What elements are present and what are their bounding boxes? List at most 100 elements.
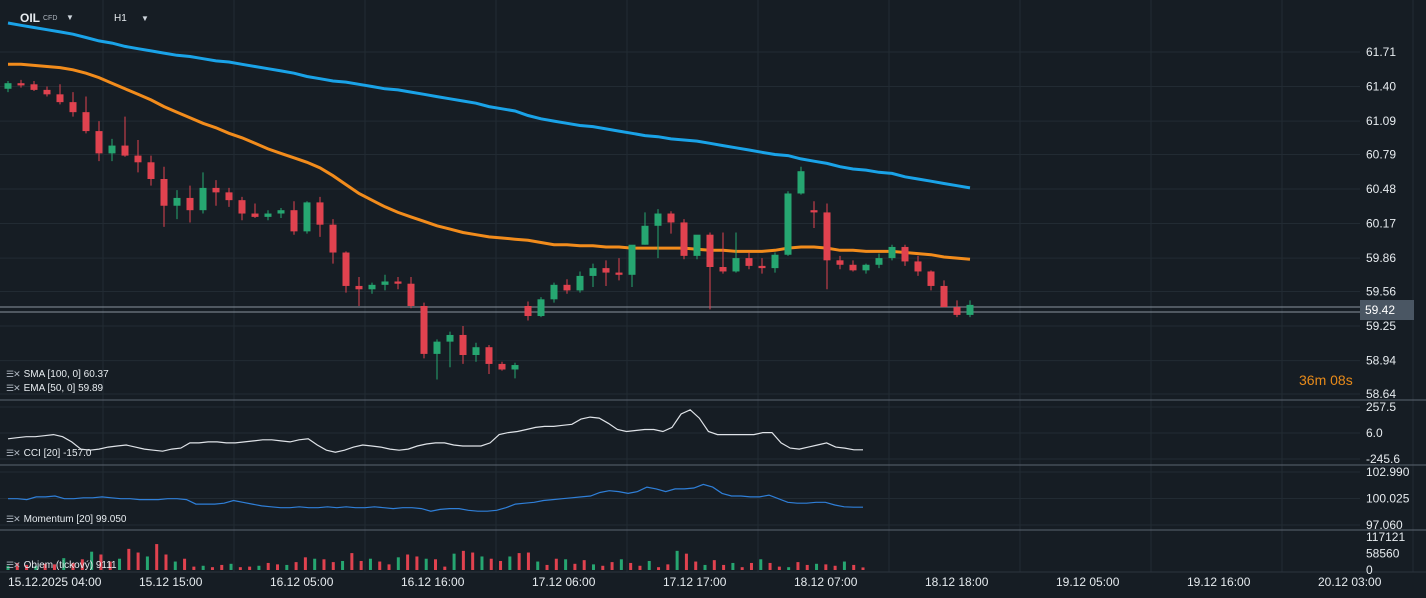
cci-legend[interactable]: ☰✕ CCI [20] -157.0 — [6, 448, 91, 459]
time-axis-label: 19.12 05:00 — [1056, 575, 1120, 589]
candle-body — [888, 246, 896, 259]
volume-bar — [824, 564, 828, 570]
volume-bar — [164, 554, 168, 570]
indicator-settings-icon[interactable]: ☰✕ — [6, 514, 21, 524]
sma-legend[interactable]: ☰✕ SMA [100, 0] 60.37 — [6, 369, 109, 380]
candle-body — [173, 197, 181, 206]
volume-bar — [387, 564, 391, 570]
volume-bar — [638, 565, 642, 570]
volume-bar — [759, 559, 763, 570]
volume-bar — [564, 559, 568, 570]
candle-body — [771, 254, 779, 269]
price-axis-label: 61.09 — [1366, 114, 1396, 128]
volume-bar — [257, 565, 261, 570]
momentum-axis-label: 97.060 — [1366, 518, 1403, 532]
volume-bar — [740, 567, 744, 570]
volume-bar — [220, 564, 224, 570]
volume-bar — [415, 556, 419, 570]
indicator-settings-icon[interactable]: ☰✕ — [6, 448, 21, 458]
volume-axis-label: 117121 — [1366, 530, 1405, 544]
symbol-label[interactable]: OIL — [20, 11, 40, 25]
volume-bar — [350, 553, 354, 570]
volume-bar — [341, 560, 345, 570]
candle-body — [758, 265, 766, 269]
timeframe-dropdown-icon[interactable]: ▼ — [141, 14, 149, 23]
volume-bar — [694, 561, 698, 570]
indicator-settings-icon[interactable]: ☰✕ — [6, 560, 21, 570]
symbol-dropdown-icon[interactable]: ▼ — [66, 13, 74, 22]
candle-body — [420, 305, 428, 354]
cci-legend-text: CCI [20] -157.0 — [23, 448, 92, 459]
ema-legend[interactable]: ☰✕ EMA [50, 0] 59.89 — [6, 383, 103, 394]
volume-bar — [368, 558, 372, 570]
volume-bar — [294, 562, 298, 570]
candle-body — [43, 89, 51, 95]
candle-body — [108, 145, 116, 154]
volume-bar — [434, 559, 437, 570]
volume-bar — [777, 566, 781, 570]
volume-bar — [313, 558, 317, 570]
candle-body — [186, 197, 194, 211]
time-axis-label: 18.12 07:00 — [794, 575, 858, 589]
candle-body — [576, 275, 584, 291]
volume-bar — [210, 567, 214, 570]
candle-body — [966, 304, 974, 315]
volume-bar — [703, 564, 707, 570]
cci-axis-label: 6.0 — [1366, 426, 1383, 440]
candle-body — [836, 260, 844, 265]
price-axis-label: 59.25 — [1366, 319, 1396, 333]
volume-bar — [545, 564, 549, 570]
candle-body — [316, 202, 324, 225]
volume-bar — [722, 564, 726, 570]
time-axis-label: 15.12.2025 04:00 — [8, 575, 102, 589]
time-axis-label: 16.12 05:00 — [270, 575, 334, 589]
momentum-legend[interactable]: ☰✕ Momentum [20] 99.050 — [6, 514, 126, 525]
price-axis-label: 60.79 — [1366, 147, 1396, 161]
candle-body — [485, 347, 493, 364]
price-axis-label: 59.56 — [1366, 285, 1396, 299]
volume-bar — [517, 553, 521, 570]
time-axis-label: 15.12 15:00 — [139, 575, 203, 589]
candle-body — [745, 258, 753, 266]
candle-body — [160, 178, 168, 206]
volume-bar — [43, 563, 47, 570]
symbol-selector[interactable]: OIL CFD — [20, 11, 57, 25]
volume-bar — [248, 566, 252, 570]
candle-body — [30, 84, 38, 90]
volume-bar — [499, 560, 503, 570]
indicator-settings-icon[interactable]: ☰✕ — [6, 383, 21, 393]
volume-bar — [80, 559, 84, 570]
time-axis-label: 16.12 16:00 — [401, 575, 465, 589]
candle-body — [641, 225, 649, 245]
candle-body — [732, 258, 740, 272]
volume-axis-label: 58560 — [1366, 547, 1400, 561]
countdown-second-unit: s — [1345, 372, 1353, 388]
price-axis-label: 61.71 — [1366, 45, 1396, 59]
time-axis-label: 18.12 18:00 — [925, 575, 989, 589]
volume-bar — [833, 565, 837, 570]
timeframe-selector[interactable]: H1 — [114, 13, 127, 24]
volume-bar — [276, 564, 280, 570]
candle-body — [667, 213, 675, 223]
candle-body — [589, 268, 597, 276]
volume-bar — [610, 562, 614, 570]
candle-body — [303, 202, 311, 232]
price-axis-label: 58.64 — [1366, 387, 1396, 401]
volume-bar — [71, 562, 75, 570]
candle-body — [225, 192, 233, 201]
candle-body — [901, 246, 909, 262]
volume-bar — [99, 554, 103, 570]
candle-body — [680, 222, 688, 256]
candle-body — [69, 102, 77, 113]
volume-bar — [6, 565, 10, 570]
candle-body — [563, 284, 571, 291]
price-axis-label: 60.48 — [1366, 182, 1396, 196]
indicator-settings-icon[interactable]: ☰✕ — [6, 369, 21, 379]
volume-bar — [471, 552, 475, 570]
volume-legend[interactable]: ☰✕ Objem (tickový) 9111 — [6, 560, 117, 571]
candle-body — [355, 285, 363, 290]
symbol-type-tag: CFD — [43, 15, 58, 22]
momentum-axis-label: 102.990 — [1366, 465, 1410, 479]
sma-line — [7, 21, 971, 190]
